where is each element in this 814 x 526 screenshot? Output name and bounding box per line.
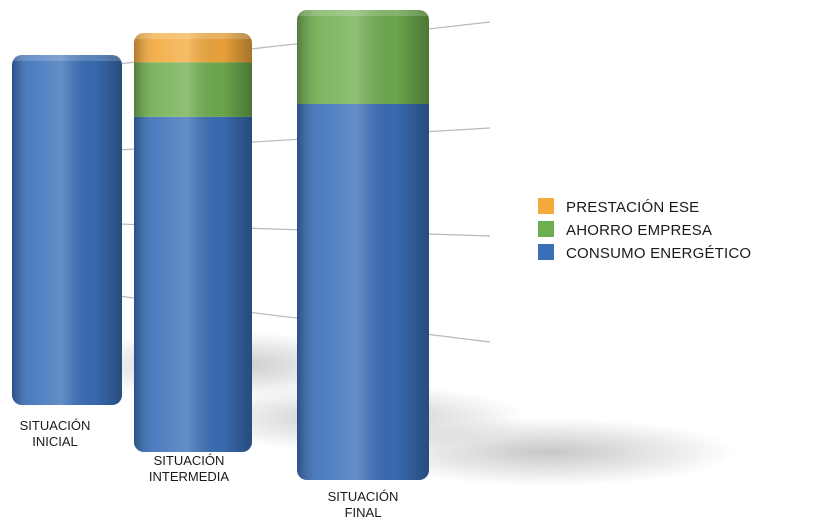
legend-item: CONSUMO ENERGÉTICO xyxy=(538,244,751,262)
legend-item: PRESTACIÓN ESE xyxy=(538,198,699,216)
legend-label: CONSUMO ENERGÉTICO xyxy=(566,245,751,262)
bar-top-highlight xyxy=(297,10,429,16)
category-label: SITUACIÓN INTERMEDIA xyxy=(149,453,230,484)
legend-label: PRESTACIÓN ESE xyxy=(566,199,699,216)
category-label: SITUACIÓN FINAL xyxy=(328,489,399,520)
bar-top-highlight xyxy=(12,55,122,61)
category-label: SITUACIÓN INICIAL xyxy=(20,418,91,449)
bar-shine xyxy=(12,55,122,405)
bars xyxy=(12,10,429,480)
bar-stack xyxy=(297,10,429,480)
bar-stack xyxy=(134,33,252,452)
legend-swatch xyxy=(538,244,554,260)
bar-top-highlight xyxy=(134,33,252,39)
category-labels: SITUACIÓN INICIAL SITUACIÓN INTERMEDIA SITUA… xyxy=(20,418,399,520)
legend-label: AHORRO EMPRESA xyxy=(566,222,712,239)
legend-item: AHORRO EMPRESA xyxy=(538,221,712,239)
legend: PRESTACIÓN ESE AHORRO EMPRESA CONSUMO ENER… xyxy=(538,198,751,262)
bar-shine xyxy=(297,10,429,480)
bar-stack xyxy=(12,55,122,405)
bar-shadow xyxy=(360,418,738,486)
legend-swatch xyxy=(538,221,554,237)
legend-swatch xyxy=(538,198,554,214)
bar-shine xyxy=(134,33,252,452)
